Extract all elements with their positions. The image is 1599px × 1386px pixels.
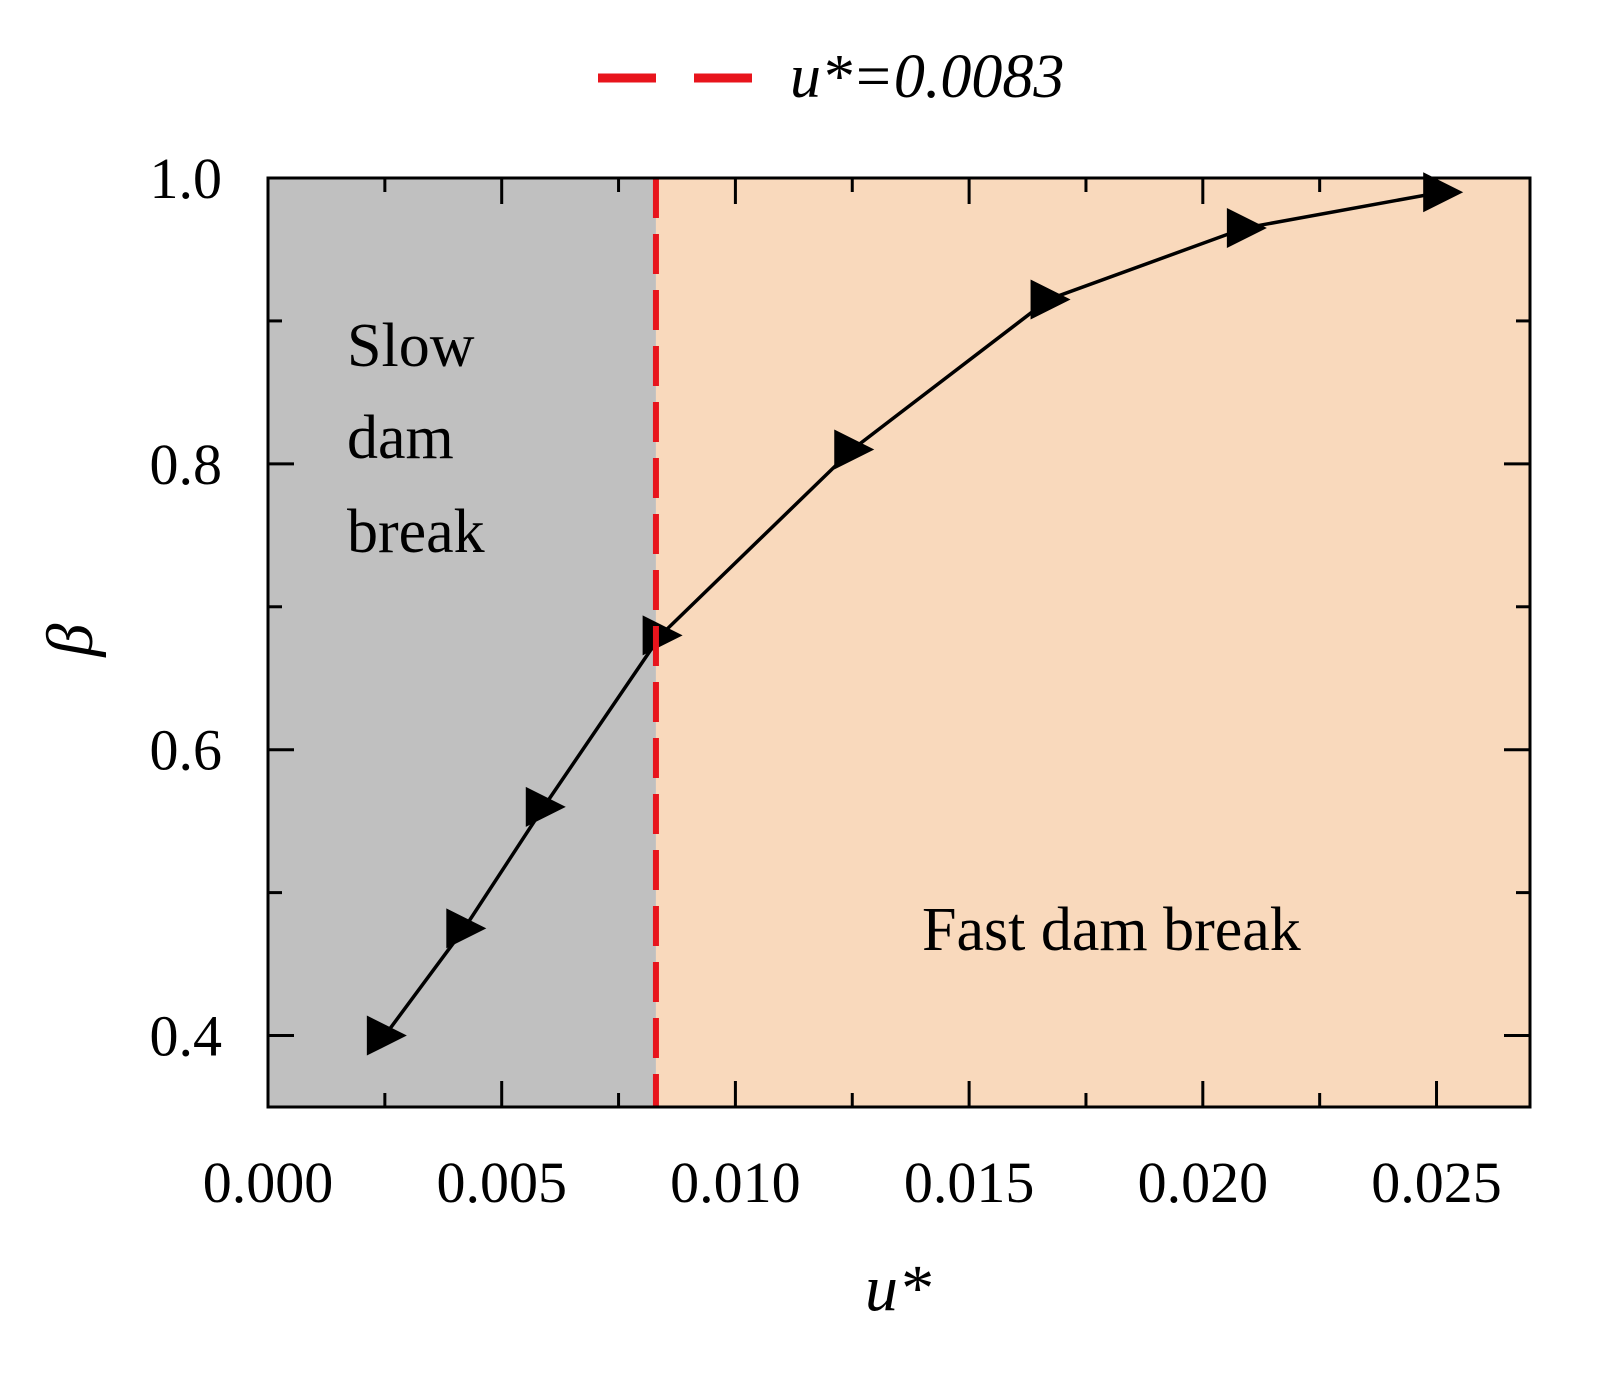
data-point-marker bbox=[525, 786, 566, 827]
x-tick-label: 0.005 bbox=[436, 1150, 567, 1215]
data-point-marker bbox=[446, 908, 487, 949]
x-tick-label: 0.015 bbox=[904, 1150, 1035, 1215]
slow-region-label-line-2: dam bbox=[347, 404, 454, 472]
x-tick-label: 0.000 bbox=[203, 1150, 334, 1215]
data-point-marker bbox=[834, 429, 875, 470]
y-tick-label: 1.0 bbox=[150, 146, 223, 211]
x-axis-title: u* bbox=[865, 1252, 931, 1325]
data-point-marker bbox=[1030, 279, 1071, 320]
data-point-marker bbox=[1423, 172, 1464, 213]
legend-label: u*=0.0083 bbox=[790, 43, 1064, 111]
slow-region-label-line-3: break bbox=[347, 498, 485, 566]
data-point-marker bbox=[366, 1015, 407, 1056]
x-tick-label: 0.020 bbox=[1138, 1150, 1269, 1215]
slow-region-label-line-1: Slow bbox=[347, 312, 475, 380]
y-axis-title: β bbox=[34, 623, 107, 658]
data-point-marker bbox=[642, 615, 683, 656]
slow-region bbox=[268, 178, 656, 1107]
data-point-marker bbox=[1226, 208, 1267, 249]
series-line bbox=[383, 190, 1442, 1037]
y-tick-label: 0.4 bbox=[150, 1004, 223, 1069]
y-tick-label: 0.8 bbox=[150, 432, 223, 497]
fast-region bbox=[655, 178, 1530, 1107]
axis-tick-labels: 0.000 0.005 0.010 0.015 0.020 0.025 0.4 0.6 0.8 1… bbox=[150, 146, 1502, 1215]
x-tick-label: 0.025 bbox=[1371, 1150, 1502, 1215]
x-tick-label: 0.010 bbox=[670, 1150, 801, 1215]
legend: u*=0.0083 bbox=[598, 43, 1064, 111]
y-tick-label: 0.6 bbox=[150, 718, 223, 783]
fast-region-label: Fast dam break bbox=[922, 896, 1301, 964]
series-beta bbox=[366, 172, 1464, 1056]
plot-frame bbox=[266, 176, 1532, 1109]
